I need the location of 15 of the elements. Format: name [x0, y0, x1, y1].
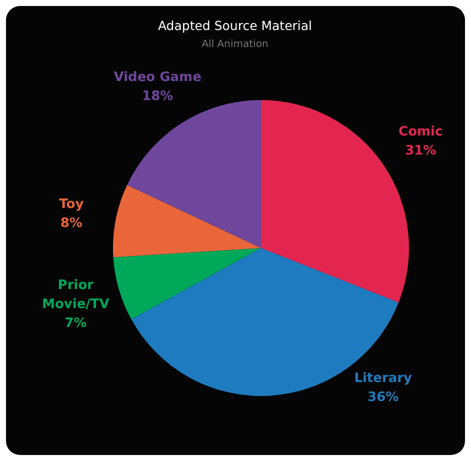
- data-label: 31%: [405, 144, 436, 159]
- slice-label: Comic: [398, 124, 443, 140]
- pie-slice: [113, 248, 261, 320]
- slice-label: Prior Movie/TV: [42, 278, 110, 312]
- data-label: 8%: [60, 216, 82, 231]
- data-label: 18%: [142, 89, 174, 104]
- pie-slice: [127, 100, 261, 248]
- data-label: 7%: [64, 316, 87, 331]
- slice-label: Video Game: [114, 70, 202, 86]
- pie-slice: [113, 184, 261, 258]
- slice-label: Toy: [59, 196, 84, 212]
- chart-title: Adapted Source Material: [158, 18, 312, 33]
- data-label: 36%: [368, 390, 399, 405]
- slice-label: Literary: [354, 371, 413, 386]
- chart-subtitle: All Animation: [202, 39, 268, 50]
